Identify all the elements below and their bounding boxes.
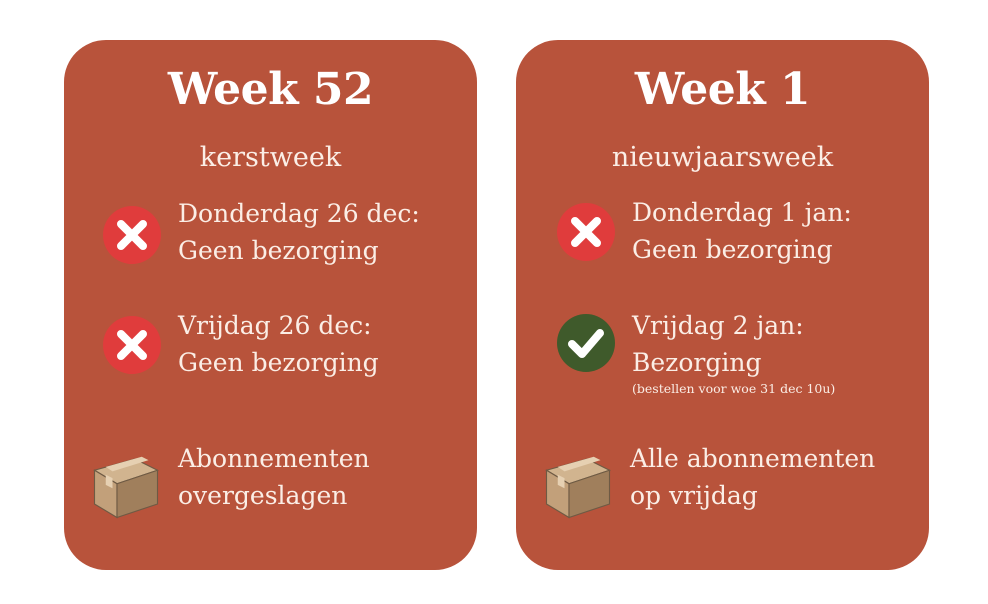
cross-icon — [102, 205, 162, 265]
item-day: Vrijdag 26 dec: — [178, 311, 372, 340]
check-icon — [556, 313, 616, 373]
cross-icon — [102, 315, 162, 375]
item-day: Alle abonnementen — [630, 444, 876, 473]
card-subtitle: kerstweek — [199, 142, 342, 173]
item-status: Geen bezorging — [178, 348, 379, 377]
item-status: overgeslagen — [178, 481, 348, 510]
item-day: Donderdag 1 jan: — [632, 198, 852, 227]
card-subtitle: nieuwjaarsweek — [611, 142, 834, 173]
item-status: op vrijdag — [630, 481, 758, 510]
item-status: Geen bezorging — [178, 236, 379, 265]
item-status: Bezorging — [632, 348, 762, 377]
box-icon — [545, 456, 611, 519]
week-1-card: Week 1 nieuwjaarsweek Donderdag 1 jan: Ge… — [516, 40, 929, 570]
week-52-card: Week 52 kerstweek Donderdag 26 dec: Geen … — [64, 40, 477, 570]
item-day: Abonnementen — [178, 444, 370, 473]
box-icon — [93, 456, 159, 519]
item-status: Geen bezorging — [632, 235, 833, 264]
card-title: Week 52 — [167, 64, 374, 115]
item-day: Vrijdag 2 jan: — [632, 311, 804, 340]
order-note: (bestellen voor woe 31 dec 10u) — [632, 381, 836, 396]
item-day: Donderdag 26 dec: — [178, 199, 420, 228]
cross-icon — [556, 202, 616, 262]
card-title: Week 1 — [634, 64, 811, 115]
